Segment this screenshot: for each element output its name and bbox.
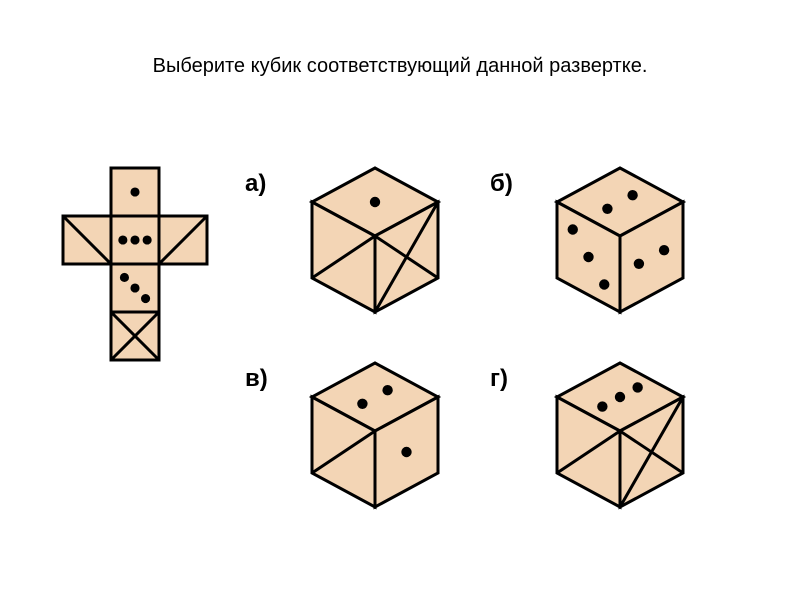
cube-option-v — [300, 355, 450, 518]
option-label-a: а) — [245, 170, 266, 198]
net-face — [111, 216, 159, 264]
net-face — [63, 216, 111, 264]
net-face — [159, 216, 207, 264]
cube-option-b — [545, 160, 695, 323]
cube-net — [60, 165, 210, 368]
puzzle-title: Выберите кубик соответствующий данной ра… — [0, 55, 800, 78]
cube-option-a — [300, 160, 450, 323]
net-face — [111, 312, 159, 360]
option-label-b: б) — [490, 170, 513, 198]
option-label-v: в) — [245, 365, 268, 393]
cube-option-g — [545, 355, 695, 518]
option-label-g: г) — [490, 365, 508, 393]
net-face — [111, 264, 159, 312]
net-face — [111, 168, 159, 216]
